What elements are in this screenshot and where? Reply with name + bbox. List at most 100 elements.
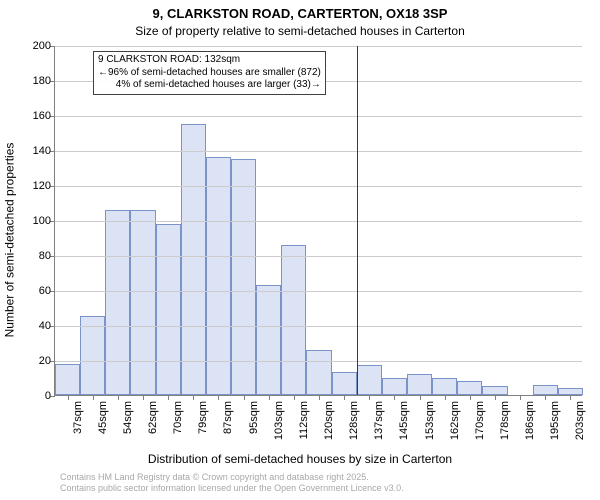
gridline-y	[55, 116, 582, 117]
ytick-label: 40	[21, 320, 51, 332]
ytick-label: 120	[21, 180, 51, 192]
bar	[181, 124, 206, 395]
ytick-label: 180	[21, 75, 51, 87]
bar	[156, 224, 181, 396]
bar	[206, 157, 231, 395]
xtick-label: 79sqm	[197, 401, 209, 449]
annotation-text: 4% of semi-detached houses are larger (3…	[116, 79, 311, 90]
xtick-label: 70sqm	[172, 401, 184, 449]
chart-title: 9, CLARKSTON ROAD, CARTERTON, OX18 3SP	[0, 6, 600, 21]
xtick-label: 153sqm	[424, 401, 436, 449]
ytick-label: 200	[21, 40, 51, 52]
xtick-label: 137sqm	[373, 401, 385, 449]
bar	[55, 364, 80, 396]
bar	[281, 245, 306, 396]
y-axis-label-wrap: Number of semi-detached properties	[0, 50, 18, 430]
tickmark-x	[495, 395, 496, 400]
tickmark-x	[244, 395, 245, 400]
ytick-label: 160	[21, 110, 51, 122]
attribution-line2: Contains public sector information licen…	[60, 483, 404, 494]
xtick-label: 162sqm	[449, 401, 461, 449]
gridline-y	[55, 46, 582, 47]
tickmark-x	[369, 395, 370, 400]
xtick-label: 95sqm	[248, 401, 260, 449]
tickmark-x	[143, 395, 144, 400]
tickmark-x	[269, 395, 270, 400]
tickmark-x	[520, 395, 521, 400]
tickmark-x	[470, 395, 471, 400]
chart-subtitle: Size of property relative to semi-detach…	[0, 24, 600, 38]
chart-container: 9, CLARKSTON ROAD, CARTERTON, OX18 3SP S…	[0, 0, 600, 500]
xtick-label: 170sqm	[474, 401, 486, 449]
tickmark-x	[545, 395, 546, 400]
gridline-y	[55, 326, 582, 327]
arrow-left-icon: ←	[98, 67, 108, 80]
bar	[357, 365, 382, 395]
xtick-label: 120sqm	[323, 401, 335, 449]
xtick-label: 112sqm	[298, 401, 310, 449]
tickmark-x	[68, 395, 69, 400]
bar	[256, 285, 281, 395]
ytick-label: 0	[21, 390, 51, 402]
arrow-right-icon: →	[311, 79, 321, 92]
bar	[105, 210, 130, 396]
gridline-y	[55, 186, 582, 187]
xtick-label: 103sqm	[273, 401, 285, 449]
gridline-y	[55, 256, 582, 257]
ytick-label: 100	[21, 215, 51, 227]
xtick-label: 54sqm	[122, 401, 134, 449]
tickmark-x	[93, 395, 94, 400]
bar	[432, 378, 457, 396]
tickmark-x	[344, 395, 345, 400]
tickmark-x	[445, 395, 446, 400]
reference-line	[357, 46, 358, 395]
attribution: Contains HM Land Registry data © Crown c…	[60, 472, 404, 495]
plot-area: 02040608010012014016018020037sqm45sqm54s…	[54, 46, 582, 396]
xtick-label: 37sqm	[72, 401, 84, 449]
bar	[457, 381, 482, 395]
bar	[482, 386, 507, 395]
x-axis-label: Distribution of semi-detached houses by …	[0, 452, 600, 466]
annotation-text: 96% of semi-detached houses are smaller …	[108, 67, 321, 78]
ytick-label: 80	[21, 250, 51, 262]
attribution-line1: Contains HM Land Registry data © Crown c…	[60, 472, 404, 483]
xtick-label: 195sqm	[549, 401, 561, 449]
bar	[306, 350, 331, 396]
xtick-label: 128sqm	[348, 401, 360, 449]
bar	[80, 316, 105, 395]
xtick-label: 203sqm	[574, 401, 586, 449]
bar	[231, 159, 256, 395]
annotation-heading: 9 CLARKSTON ROAD: 132sqm	[98, 54, 321, 67]
xtick-label: 145sqm	[398, 401, 410, 449]
tickmark-x	[168, 395, 169, 400]
xtick-label: 62sqm	[147, 401, 159, 449]
tickmark-x	[118, 395, 119, 400]
tickmark-x	[420, 395, 421, 400]
gridline-y	[55, 361, 582, 362]
annotation-line-larger: 4% of semi-detached houses are larger (3…	[98, 79, 321, 92]
ytick-label: 140	[21, 145, 51, 157]
bar	[558, 388, 583, 395]
xtick-label: 178sqm	[499, 401, 511, 449]
bar	[332, 372, 357, 395]
tickmark-x	[570, 395, 571, 400]
tickmark-x	[394, 395, 395, 400]
gridline-y	[55, 221, 582, 222]
bar	[533, 385, 558, 396]
xtick-label: 186sqm	[524, 401, 536, 449]
gridline-y	[55, 151, 582, 152]
annotation-box: 9 CLARKSTON ROAD: 132sqm← 96% of semi-de…	[93, 51, 326, 95]
tickmark-x	[294, 395, 295, 400]
xtick-label: 45sqm	[97, 401, 109, 449]
tickmark-x	[218, 395, 219, 400]
annotation-line-smaller: ← 96% of semi-detached houses are smalle…	[98, 67, 321, 80]
bar	[382, 378, 407, 396]
bar	[407, 374, 432, 395]
y-axis-label: Number of semi-detached properties	[2, 143, 16, 338]
tickmark-x	[193, 395, 194, 400]
ytick-label: 20	[21, 355, 51, 367]
xtick-label: 87sqm	[222, 401, 234, 449]
bar	[130, 210, 155, 396]
tickmark-x	[319, 395, 320, 400]
ytick-label: 60	[21, 285, 51, 297]
